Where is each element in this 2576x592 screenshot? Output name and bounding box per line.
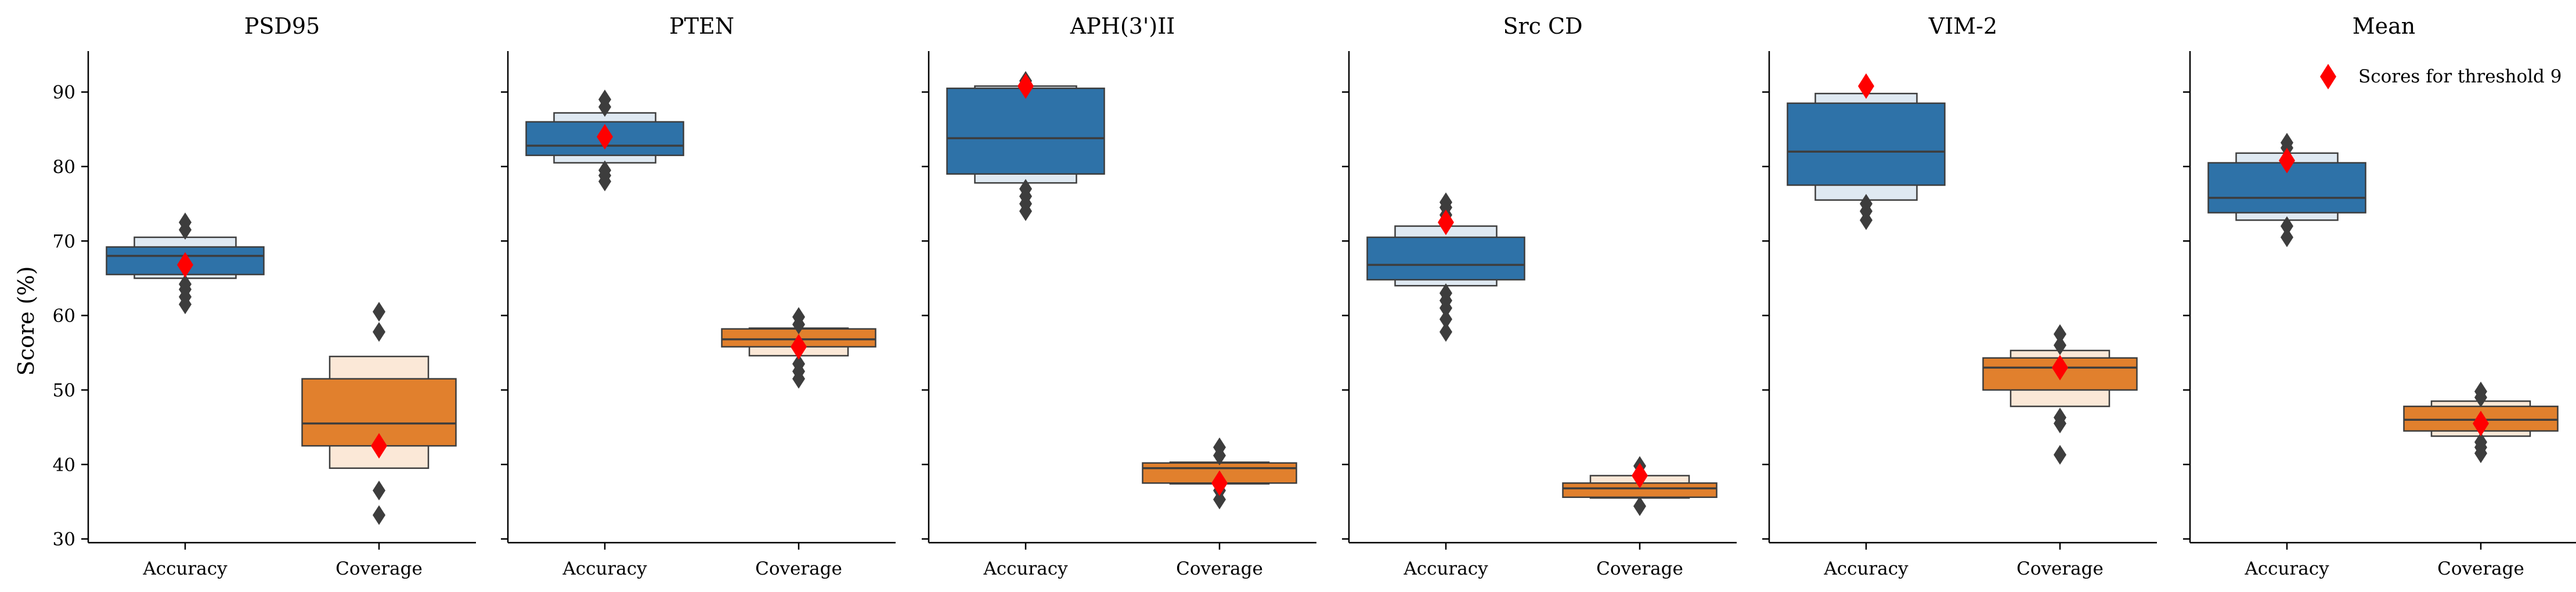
x-tick-label: Coverage <box>2437 558 2524 579</box>
outlier-point <box>792 354 805 374</box>
outlier-point <box>1439 283 1452 304</box>
outlier-point <box>1213 437 1226 457</box>
boxen-accuracy: Accuracy <box>1787 73 1946 579</box>
outlier-point <box>1633 496 1646 517</box>
x-tick-label: Coverage <box>335 558 423 579</box>
legend: Scores for threshold 9 <box>2320 64 2561 89</box>
y-tick-label: 90 <box>53 82 75 103</box>
panel-psd95: PSD95 30 40 50 60 70 80 90 Accuracy Coverage <box>53 13 476 579</box>
panel-vim-2: VIM-2 Accuracy Coverage <box>1762 13 2157 579</box>
x-tick-label: Accuracy <box>1403 558 1488 579</box>
boxen-accuracy: Accuracy <box>525 89 684 579</box>
panel-src-cd: Src CD Accuracy Coverage <box>1342 13 1737 579</box>
boxen-coverage: Coverage <box>1982 324 2138 579</box>
threshold-9-marker <box>1018 73 1034 99</box>
panel-title: PSD95 <box>244 13 320 39</box>
outlier-point <box>373 481 385 501</box>
y-tick-label: 70 <box>53 231 75 252</box>
y-tick-label: 40 <box>53 454 75 475</box>
x-tick-label: Accuracy <box>983 558 1068 579</box>
y-tick-label: 30 <box>53 529 75 550</box>
outlier-point <box>2474 432 2487 452</box>
panel-title: Src CD <box>1503 13 1582 39</box>
threshold-9-marker <box>371 433 387 459</box>
panel-title: APH(3')II <box>1070 13 1175 39</box>
outlier-point <box>2054 324 2066 344</box>
chart-panels: PSD95 30 40 50 60 70 80 90 Accuracy Coverage PTEN A… <box>53 13 2576 579</box>
outlier-point <box>2281 227 2293 247</box>
threshold-9-marker <box>2052 355 2068 381</box>
boxen-inner-level <box>1366 236 1525 281</box>
threshold-9-marker <box>2279 147 2295 174</box>
boxen-accuracy: Accuracy <box>1366 192 1525 579</box>
threshold-9-marker <box>1858 73 1874 99</box>
threshold-9-marker <box>1211 470 1228 496</box>
y-tick-label: 60 <box>53 306 75 327</box>
boxen-inner-level <box>946 87 1105 175</box>
threshold-9-marker <box>597 124 613 150</box>
panel-title: PTEN <box>669 13 734 39</box>
boxen-accuracy: Accuracy <box>2207 132 2366 579</box>
boxen-coverage: Coverage <box>721 307 876 579</box>
boxen-inner-level <box>1787 102 1946 186</box>
outlier-point <box>1019 179 1032 199</box>
threshold-9-marker <box>2473 410 2489 436</box>
boxen-coverage: Coverage <box>2403 381 2559 579</box>
threshold-9-marker <box>1438 210 1454 236</box>
outlier-point <box>373 322 385 342</box>
threshold-9-marker <box>791 334 807 360</box>
x-tick-label: Accuracy <box>2244 558 2329 579</box>
outlier-point <box>1439 309 1452 329</box>
outlier-point <box>2054 335 2066 355</box>
boxen-accuracy: Accuracy <box>946 71 1105 579</box>
boxen-accuracy: Accuracy <box>106 212 265 579</box>
outlier-point <box>2281 216 2293 236</box>
threshold-9-marker <box>1632 463 1648 489</box>
x-tick-label: Accuracy <box>1823 558 1908 579</box>
panel-title: Mean <box>2353 13 2416 39</box>
y-tick-label: 80 <box>53 157 75 178</box>
legend-label: Scores for threshold 9 <box>2358 66 2561 87</box>
panel-aph-3-ii: APH(3')II Accuracy Coverage <box>922 13 1316 579</box>
outlier-point <box>792 307 805 327</box>
outlier-point <box>179 274 192 294</box>
outlier-point <box>179 212 192 233</box>
boxen-coverage: Coverage <box>1142 437 1297 579</box>
outlier-point <box>598 160 611 181</box>
boxen-inner-level <box>1562 482 1718 498</box>
outlier-point <box>2474 381 2487 402</box>
x-tick-label: Coverage <box>1596 558 1683 579</box>
x-tick-label: Coverage <box>1176 558 1263 579</box>
outlier-point <box>2054 445 2066 465</box>
y-tick-label: 50 <box>53 380 75 401</box>
panel-pten: PTEN Accuracy Coverage <box>501 13 896 579</box>
outlier-point <box>1439 192 1452 212</box>
outlier-point <box>1439 322 1452 342</box>
y-axis-label: Score (%) <box>13 266 39 376</box>
outlier-point <box>2281 132 2293 153</box>
outlier-point <box>1860 194 1873 214</box>
x-tick-label: Coverage <box>755 558 842 579</box>
outlier-point <box>2054 407 2066 428</box>
outlier-point <box>373 505 385 525</box>
boxen-coverage: Coverage <box>1562 456 1718 579</box>
panel-mean: Mean Accuracy Coverage Scores for threshold… <box>2183 13 2576 579</box>
outlier-point <box>598 89 611 110</box>
threshold-9-marker <box>177 252 193 278</box>
boxen-coverage: Coverage <box>301 302 457 579</box>
x-tick-label: Accuracy <box>142 558 228 579</box>
panel-title: VIM-2 <box>1928 13 1997 39</box>
outlier-point <box>373 302 385 322</box>
x-tick-label: Coverage <box>2016 558 2104 579</box>
legend-marker <box>2320 64 2336 89</box>
x-tick-label: Accuracy <box>562 558 647 579</box>
